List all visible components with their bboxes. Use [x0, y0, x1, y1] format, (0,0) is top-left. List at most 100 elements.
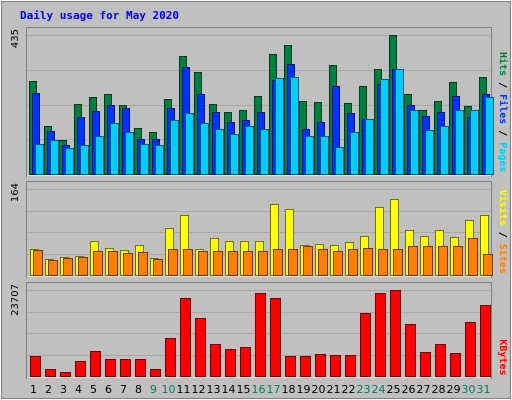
x-tick-label-day-18: 18 — [282, 383, 296, 396]
bar-pages-day-26 — [410, 110, 419, 175]
x-tick-label-day-30: 30 — [462, 383, 476, 396]
bar-kbytes-day-19 — [300, 356, 311, 377]
bar-sites-day-10 — [168, 249, 178, 276]
bar-pages-day-1 — [35, 144, 44, 175]
bar-sites-day-22 — [348, 249, 358, 276]
x-tick-label-day-31: 31 — [477, 383, 491, 396]
legend-separator: / — [497, 124, 508, 142]
bar-pages-day-15 — [245, 126, 254, 175]
x-tick-label-day-20: 20 — [312, 383, 326, 396]
bar-kbytes-day-30 — [465, 322, 476, 377]
bar-pages-day-27 — [425, 130, 434, 175]
bar-sites-day-17 — [273, 249, 283, 276]
bar-pages-day-4 — [80, 145, 89, 175]
panel-top-legend: Hits / Files / Pages — [497, 52, 509, 172]
bar-sites-day-2 — [48, 260, 58, 276]
legend-files: Files — [497, 94, 509, 124]
bar-pages-day-18 — [290, 77, 299, 175]
x-tick-label-day-10: 10 — [162, 383, 176, 396]
bar-pages-day-3 — [65, 148, 74, 175]
bar-pages-day-10 — [170, 120, 179, 175]
bar-sites-day-20 — [318, 249, 328, 276]
bar-sites-day-14 — [228, 251, 238, 276]
bar-pages-day-17 — [275, 78, 284, 175]
bar-pages-day-31 — [485, 97, 494, 175]
bar-sites-day-27 — [423, 246, 433, 276]
bar-sites-day-5 — [93, 251, 103, 276]
x-tick-label-day-14: 14 — [222, 383, 236, 396]
x-tick-label-day-19: 19 — [297, 383, 311, 396]
panel-bot-legend: KBytes — [497, 339, 508, 375]
bar-sites-day-12 — [198, 251, 208, 276]
bar-sites-day-9 — [153, 259, 163, 276]
bar-kbytes-day-21 — [330, 355, 341, 377]
bar-sites-day-15 — [243, 251, 253, 276]
bar-kbytes-day-1 — [30, 356, 41, 377]
x-tick-label-day-11: 11 — [177, 383, 191, 396]
chart-title: Daily usage for May 2020 — [20, 9, 179, 22]
bar-kbytes-day-20 — [315, 354, 326, 377]
x-tick-label-day-29: 29 — [447, 383, 461, 396]
bar-kbytes-day-4 — [75, 361, 86, 377]
x-tick-label-day-24: 24 — [372, 383, 386, 396]
panel-mid-legend: Visits / Sites — [497, 190, 509, 274]
x-tick-label-day-23: 23 — [357, 383, 371, 396]
bar-sites-day-11 — [183, 249, 193, 276]
x-tick-label-day-7: 7 — [120, 383, 127, 396]
x-tick-label-day-17: 17 — [267, 383, 281, 396]
bar-pages-day-29 — [455, 110, 464, 175]
bar-kbytes-day-7 — [120, 359, 131, 377]
legend-kbytes: KBytes — [497, 339, 508, 375]
bar-kbytes-day-6 — [105, 359, 116, 377]
bar-sites-day-13 — [213, 251, 223, 276]
bar-kbytes-day-26 — [405, 324, 416, 377]
bar-pages-day-28 — [440, 126, 449, 175]
bar-kbytes-day-22 — [345, 355, 356, 377]
bar-kbytes-day-14 — [225, 349, 236, 377]
bar-kbytes-day-2 — [45, 369, 56, 377]
bar-kbytes-day-15 — [240, 347, 251, 377]
bar-kbytes-day-11 — [180, 298, 191, 377]
x-tick-label-day-9: 9 — [150, 383, 157, 396]
bar-pages-day-12 — [200, 123, 209, 175]
bar-kbytes-day-24 — [375, 293, 386, 377]
bar-pages-day-14 — [230, 134, 239, 175]
x-tick-label-day-15: 15 — [237, 383, 251, 396]
bar-pages-day-30 — [470, 110, 479, 175]
bar-pages-day-24 — [380, 79, 389, 175]
bar-pages-day-19 — [305, 136, 314, 175]
x-tick-label-day-21: 21 — [327, 383, 341, 396]
bar-kbytes-day-28 — [435, 344, 446, 377]
bar-sites-day-19 — [303, 246, 313, 276]
bar-kbytes-day-12 — [195, 318, 206, 377]
bar-kbytes-day-27 — [420, 352, 431, 377]
bar-sites-day-16 — [258, 251, 268, 276]
x-tick-label-day-3: 3 — [60, 383, 67, 396]
bar-kbytes-day-5 — [90, 351, 101, 377]
x-tick-label-day-6: 6 — [105, 383, 112, 396]
bar-sites-day-23 — [363, 248, 373, 276]
legend-separator: / — [497, 76, 508, 94]
bar-sites-day-7 — [123, 253, 133, 276]
panel-bot-ymax-label: 23707 — [10, 284, 21, 316]
bar-sites-day-8 — [138, 252, 148, 276]
bar-pages-day-6 — [110, 123, 119, 175]
legend-separator: / — [497, 226, 508, 244]
bar-pages-day-16 — [260, 129, 269, 175]
bar-sites-day-6 — [108, 251, 118, 276]
x-tick-label-day-28: 28 — [432, 383, 446, 396]
bar-sites-day-31 — [483, 254, 493, 276]
x-tick-label-day-26: 26 — [402, 383, 416, 396]
bar-sites-day-30 — [468, 238, 478, 276]
bar-kbytes-day-25 — [390, 290, 401, 377]
x-tick-label-day-2: 2 — [45, 383, 52, 396]
bar-sites-day-25 — [393, 249, 403, 276]
x-tick-label-day-5: 5 — [90, 383, 97, 396]
bar-kbytes-day-10 — [165, 338, 176, 377]
bar-kbytes-day-31 — [480, 305, 491, 377]
bar-sites-day-24 — [378, 249, 388, 276]
x-tick-label-day-16: 16 — [252, 383, 266, 396]
bar-pages-day-2 — [50, 140, 59, 175]
